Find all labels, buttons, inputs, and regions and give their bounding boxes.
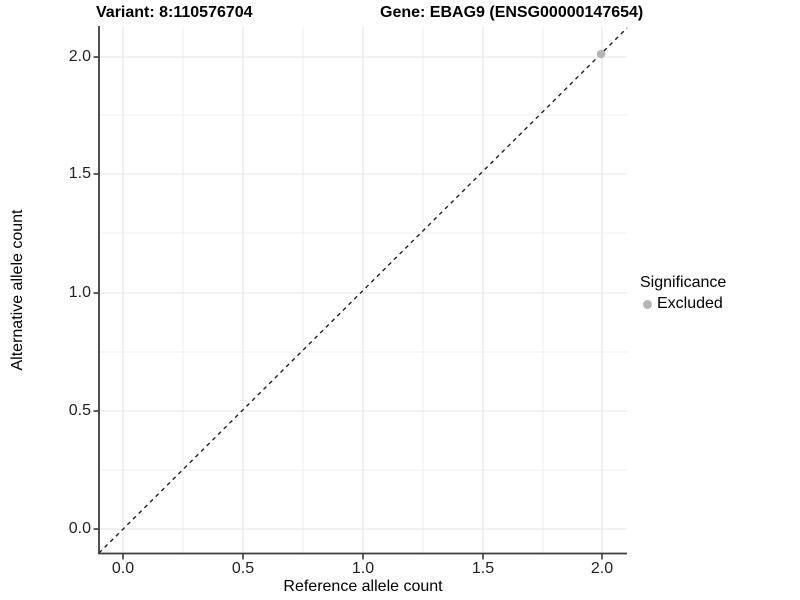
legend-title: Significance bbox=[640, 274, 727, 291]
y-tick-label: 0.0 bbox=[68, 520, 91, 537]
x-tick-label: 1.0 bbox=[351, 560, 375, 577]
x-tick-label: 0.5 bbox=[231, 560, 255, 577]
axis-lines bbox=[98, 26, 627, 555]
y-tick-label: 1.0 bbox=[68, 284, 91, 301]
x-tick-label: 0.0 bbox=[111, 560, 135, 577]
x-tick-label: 1.5 bbox=[471, 560, 495, 577]
x-axis-title: Reference allele count bbox=[283, 578, 443, 595]
major-vertical-gridlines bbox=[122, 27, 603, 553]
y-tick-label: 1.5 bbox=[68, 165, 91, 182]
y-axis-title: Alternative allele count bbox=[9, 209, 26, 371]
y-tick-label: 2.0 bbox=[68, 48, 91, 65]
gene-title: Gene: EBAG9 (ENSG00000147654) bbox=[380, 4, 644, 21]
major-horizontal-gridlines bbox=[99, 56, 627, 530]
excluded-point-icon bbox=[643, 299, 652, 309]
legend-item-label: Excluded bbox=[657, 295, 723, 312]
x-tick-label: 2.0 bbox=[590, 560, 614, 577]
legend-item-excluded: Excluded bbox=[643, 295, 723, 313]
data-point-excluded bbox=[596, 49, 606, 59]
y-tick-label: 0.5 bbox=[68, 402, 91, 419]
x-tick-marks bbox=[122, 554, 603, 560]
variant-title: Variant: 8:110576704 bbox=[96, 4, 253, 21]
y-tick-marks bbox=[93, 56, 99, 530]
